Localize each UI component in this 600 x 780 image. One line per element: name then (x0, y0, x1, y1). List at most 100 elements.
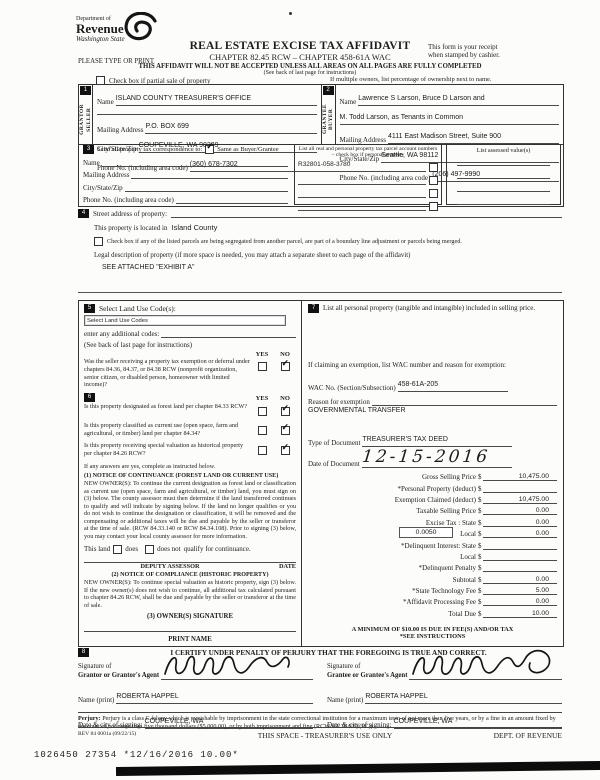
personal-property-label: List all personal property (tangible and… (323, 304, 536, 312)
dor-swirl-icon (123, 11, 159, 49)
legal-description-label: Legal description of property (if more s… (94, 252, 411, 259)
street-address-line (171, 209, 562, 218)
fee-label: Subtotal (452, 575, 476, 584)
parcel3-personal-checkbox[interactable] (429, 188, 438, 198)
s6-q3-yes-checkbox[interactable] (257, 446, 267, 455)
buyer-name-value2: M. Todd Larson, as Tenants in Common (339, 114, 463, 121)
fee-row: Taxable Selling Price $ 0.00 (308, 504, 557, 516)
section2-number: 2 (322, 86, 334, 95)
land-does-not-checkbox[interactable] (145, 544, 155, 554)
fee-line (482, 571, 557, 573)
deputy-assessor-label: DEPUTY ASSESSOR (140, 563, 200, 571)
fee-row: *Delinquent Interest: State $ (308, 538, 557, 550)
if-yes-note: If any answers are yes, complete as inst… (84, 463, 216, 470)
fee-row: Local $ (308, 550, 557, 561)
fee-value: 5.00 (535, 587, 549, 595)
fee-label: *Delinquent Penalty (418, 564, 476, 573)
s6-q1-yes-checkbox[interactable] (257, 407, 267, 416)
dor-logo: Department of Revenue Washington State (76, 11, 196, 49)
fee-value: 10,475.00 (518, 473, 549, 481)
fee-row: *Affidavit Processing Fee $ 0.00 (308, 595, 557, 607)
exemption-column: 7 List all personal property (tangible a… (302, 301, 563, 646)
fee-line: 0.00 (482, 519, 557, 527)
parcel2-personal-checkbox[interactable] (429, 175, 438, 185)
dollar-sign: $ (478, 530, 482, 539)
fee-label: Taxable Selling Price (416, 507, 476, 516)
parcel4-personal-checkbox[interactable] (429, 201, 438, 211)
dept-of-revenue-label: DEPT. OF REVENUE (493, 731, 562, 740)
assessed-line (457, 179, 550, 192)
form-chapter: CHAPTER 82.45 RCW – CHAPTER 458-61A WAC (209, 52, 391, 62)
seller-name-value: ISLAND COUNTY TREASURER'S OFFICE (115, 95, 251, 102)
deputy-assessor-line (84, 562, 296, 564)
correspondence-box: 3 Send all property tax correspondence t… (78, 142, 564, 211)
parcel1-personal-checkbox[interactable] (429, 162, 438, 172)
form-rev-number: REV 84 0001a (09/22/15) (78, 731, 137, 737)
fee-value: 0.00 (535, 575, 549, 583)
fee-line: 5.00 (482, 587, 557, 596)
correspondence-left: 3 Send all property tax correspondence t… (79, 142, 292, 206)
fee-value: 10.00 (531, 609, 549, 617)
s6-q2-yes-checkbox[interactable] (257, 426, 267, 435)
fee-label: *Personal Property (deduct) (397, 484, 476, 493)
street-address-label: Street address of property: (93, 210, 168, 218)
fee-row: Gross Selling Price $ 10,475.00 (308, 470, 557, 482)
buyer-name-label: Name (339, 98, 357, 106)
form-title-block: REAL ESTATE EXCISE TAX AFFIDAVIT CHAPTER… (175, 40, 425, 62)
assessed-header: List assessed value(s) (476, 147, 531, 154)
correspondence-phone-line (175, 195, 288, 204)
fee-row: *State Technology Fee $ 5.00 (308, 584, 557, 596)
fee-row: 0.0050 Local $ 0.00 (308, 527, 557, 539)
same-as-buyer-checkbox[interactable]: ✓ (205, 142, 215, 154)
fee-label: *Affidavit Processing Fee (403, 598, 476, 607)
local-rate-field[interactable]: 0.0050 (399, 527, 454, 539)
print-name-label: PRINT NAME (168, 636, 212, 643)
s6-q2-no-checkbox[interactable]: ✓ (280, 423, 290, 435)
s5-question: Was the seller receiving a property tax … (84, 358, 250, 389)
grantor-name-value: ROBERTA HAPPEL (116, 693, 179, 700)
correspondence-mailing-line (131, 170, 288, 179)
land-use-codes-dropdown[interactable]: Select Land Use Codes (84, 315, 286, 326)
land-does-checkbox[interactable] (113, 544, 123, 554)
warning-line: THIS AFFIDAVIT WILL NOT BE ACCEPTED UNLE… (138, 63, 482, 70)
claiming-exemption-label: If claiming an exemption, list WAC numbe… (308, 360, 506, 369)
dollar-sign: $ (478, 598, 482, 607)
logo-state: Washington State (76, 35, 125, 43)
reason-line (371, 397, 557, 406)
notice1-title: (1) NOTICE OF CONTINUANCE (FOREST LAND O… (84, 473, 279, 479)
s6-q2: Is this property classified as current u… (84, 422, 239, 437)
land-use-column: 5 Select Land Use Code(s): Select Land U… (79, 301, 302, 646)
certification-section: 8 I CERTIFY UNDER PENALTY OF PERJURY THA… (78, 648, 562, 729)
wac-number-value: 458-61A-205 (397, 380, 439, 388)
assessed-values-box: List assessed value(s) (446, 144, 561, 205)
segregated-checkbox[interactable] (94, 237, 103, 246)
seller-name-line2 (97, 106, 317, 115)
midsection-box: 5 Select Land Use Code(s): Select Land U… (78, 300, 564, 647)
s6-q1-no-checkbox[interactable]: ✓ (280, 404, 290, 416)
fee-line: 0.00 (482, 507, 557, 516)
fee-value: 0.00 (535, 507, 549, 515)
buyer-mailing-value: 4111 East Madison Street, Suite 900 (387, 133, 501, 140)
parties-box: 1 GRANTOR SELLER Name ISLAND COUNTY TREAS… (78, 84, 564, 182)
assessed-line (457, 166, 550, 179)
located-county-value: Island County (171, 223, 218, 232)
fee-label: Excise Tax : State (425, 518, 476, 527)
additional-codes-line (161, 329, 296, 338)
dollar-sign: $ (478, 518, 482, 527)
buyer-side: 2 GRANTEE BUYER (322, 85, 336, 144)
s5-no-checkbox[interactable]: ✓ (280, 359, 290, 371)
scan-artifact-dot (289, 12, 292, 15)
seller-phone-value: (360) 678-7302 (189, 161, 238, 168)
scan-artifact-band (115, 761, 600, 776)
minimum-due-note: A MINIMUM OF $10.00 IS DUE IN FEE(S) AND… (351, 625, 514, 633)
s5-yes-checkbox[interactable] (257, 362, 267, 371)
section4-number: 4 (78, 209, 89, 218)
dollar-sign: $ (478, 552, 482, 561)
fee-line: 10,475.00 (482, 473, 557, 482)
see-instructions-note: *SEE INSTRUCTIONS (399, 632, 466, 640)
s6-q3-no-checkbox[interactable]: ✓ (280, 443, 290, 455)
dollar-sign: $ (478, 575, 482, 584)
s6-q1: Is this property designated as forest la… (84, 403, 248, 410)
section7-number: 7 (308, 304, 319, 313)
correspondence-city-line (124, 183, 288, 192)
